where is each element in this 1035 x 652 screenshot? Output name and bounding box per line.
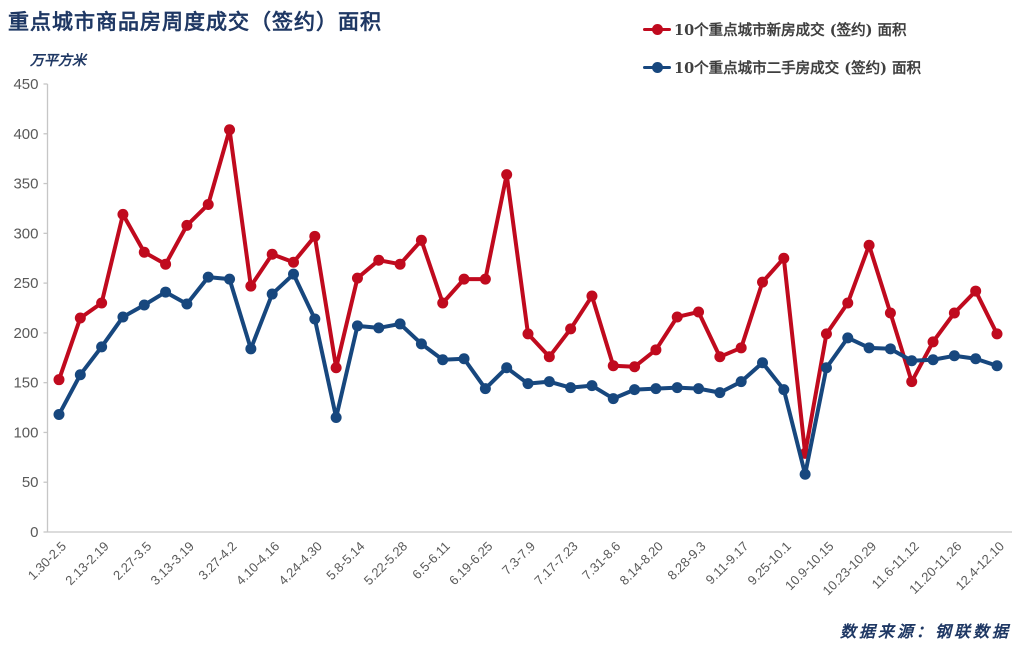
svg-text:4.10-4.16: 4.10-4.16	[233, 539, 282, 588]
svg-text:100: 100	[13, 424, 38, 441]
svg-text:150: 150	[13, 375, 38, 392]
legend-label-new-homes: 10个重点城市新房成交 (签约) 面积	[674, 21, 907, 39]
svg-text:400: 400	[13, 126, 38, 143]
svg-text:5.22-5.28: 5.22-5.28	[361, 539, 410, 588]
chart-title: 重点城市商品房周度成交（签约）面积	[8, 9, 382, 34]
svg-text:200: 200	[13, 325, 38, 342]
svg-text:7.3-7.9: 7.3-7.9	[499, 539, 538, 578]
data-source-label: 数据来源：钢联数据	[839, 622, 1011, 641]
line-dot-marker-icon	[643, 23, 671, 35]
legend-label-secondhand-homes: 10个重点城市二手房成交 (签约) 面积	[674, 59, 921, 77]
svg-text:300: 300	[13, 225, 38, 242]
svg-text:450: 450	[13, 76, 38, 93]
svg-text:50: 50	[22, 474, 39, 491]
svg-text:2.13-2.19: 2.13-2.19	[62, 539, 111, 588]
legend: 10个重点城市新房成交 (签约) 面积 10个重点城市二手房成交 (签约) 面积	[643, 16, 921, 92]
svg-text:6.5-6.11: 6.5-6.11	[409, 539, 453, 583]
line-dot-marker-icon	[643, 61, 671, 73]
svg-text:0: 0	[30, 524, 38, 541]
legend-item-secondhand-homes: 10个重点城市二手房成交 (签约) 面积	[643, 54, 921, 80]
y-axis-unit-label: 万平方米	[30, 53, 86, 69]
svg-text:8.14-8.20: 8.14-8.20	[617, 539, 666, 588]
svg-text:6.19-6.25: 6.19-6.25	[446, 539, 495, 588]
svg-text:350: 350	[13, 176, 38, 193]
svg-text:9.11-9.17: 9.11-9.17	[703, 539, 752, 588]
svg-text:250: 250	[13, 275, 38, 292]
svg-text:7.17-7.23: 7.17-7.23	[531, 539, 580, 588]
svg-text:3.13-3.19: 3.13-3.19	[148, 539, 197, 588]
svg-text:4.24-4.30: 4.24-4.30	[275, 539, 324, 588]
legend-item-new-homes: 10个重点城市新房成交 (签约) 面积	[643, 16, 921, 42]
